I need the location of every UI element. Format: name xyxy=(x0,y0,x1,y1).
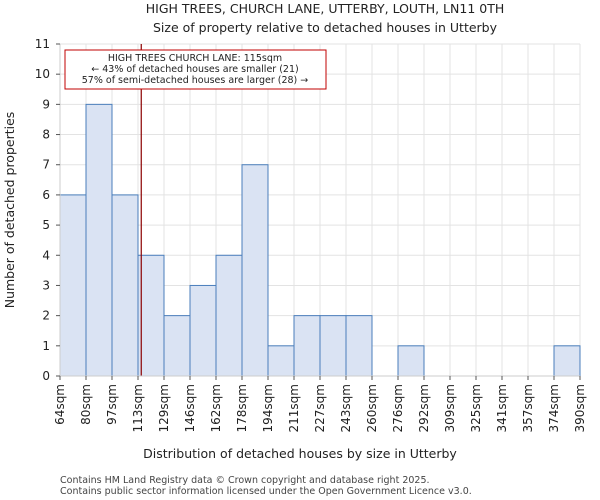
x-tick-label: 325sqm xyxy=(469,384,483,432)
histogram-bar xyxy=(267,345,295,377)
x-tick-label: 113sqm xyxy=(131,384,145,432)
x-tick-label: 292sqm xyxy=(417,384,431,432)
x-tick-label: 276sqm xyxy=(391,384,405,432)
histogram-bar xyxy=(59,194,87,377)
histogram-bar xyxy=(215,254,243,377)
x-tick-label: 64sqm xyxy=(53,384,67,425)
x-axis-ticks: 64sqm 80sqm 97sqm 113sqm 129sqm 146sqm 162sqm 1… xyxy=(53,376,587,432)
x-tick-label: 374sqm xyxy=(547,384,561,432)
x-tick-label: 227sqm xyxy=(313,384,327,432)
y-tick-label: 1 xyxy=(42,339,50,353)
y-tick-label: 10 xyxy=(35,67,50,81)
histogram-bar xyxy=(319,315,347,377)
x-tick-label: 178sqm xyxy=(235,384,249,432)
footer-line-2: Contains public sector information licen… xyxy=(60,486,472,497)
annotation-line-3: 57% of semi-detached houses are larger (… xyxy=(82,75,309,86)
chart-title: HIGH TREES, CHURCH LANE, UTTERBY, LOUTH,… xyxy=(146,1,505,16)
x-axis-label: Distribution of detached houses by size … xyxy=(143,446,457,461)
y-tick-label: 8 xyxy=(42,128,50,142)
y-tick-label: 6 xyxy=(42,188,50,202)
y-tick-label: 11 xyxy=(35,37,50,51)
x-tick-label: 309sqm xyxy=(443,384,457,432)
x-tick-label: 243sqm xyxy=(339,384,353,432)
y-tick-label: 7 xyxy=(42,158,50,172)
y-tick-label: 4 xyxy=(42,248,50,262)
footer-line-1: Contains HM Land Registry data © Crown c… xyxy=(60,475,430,486)
y-tick-label: 2 xyxy=(42,309,50,323)
x-tick-label: 211sqm xyxy=(287,384,301,432)
histogram-bar xyxy=(345,315,373,377)
histogram-bar xyxy=(189,284,217,377)
histogram-bar xyxy=(111,194,139,377)
x-tick-label: 390sqm xyxy=(573,384,587,432)
bars xyxy=(59,103,581,377)
x-tick-label: 341sqm xyxy=(495,384,509,432)
x-tick-label: 357sqm xyxy=(521,384,535,432)
y-tick-label: 0 xyxy=(42,369,50,383)
y-axis-label: Number of detached properties xyxy=(2,112,17,309)
histogram-bar xyxy=(137,254,165,377)
x-tick-label: 80sqm xyxy=(79,384,93,425)
y-tick-label: 5 xyxy=(42,218,50,232)
histogram-bar xyxy=(293,315,321,377)
x-tick-label: 194sqm xyxy=(261,384,275,432)
y-tick-label: 9 xyxy=(42,97,50,111)
annotation-box: HIGH TREES CHURCH LANE: 115sqm ← 43% of … xyxy=(64,49,327,90)
histogram-bar xyxy=(397,345,425,377)
histogram-bar xyxy=(553,345,581,377)
x-tick-label: 260sqm xyxy=(365,384,379,432)
annotation-border xyxy=(64,49,327,90)
annotation-line-2: ← 43% of detached houses are smaller (21… xyxy=(91,64,298,75)
histogram-bar xyxy=(163,315,191,377)
x-tick-label: 162sqm xyxy=(209,384,223,432)
histogram-bar xyxy=(85,103,113,377)
annotation-line-1: HIGH TREES CHURCH LANE: 115sqm xyxy=(108,53,282,64)
y-tick-label: 3 xyxy=(42,278,50,292)
x-tick-label: 146sqm xyxy=(183,384,197,432)
x-tick-label: 97sqm xyxy=(105,384,119,425)
histogram-bar xyxy=(241,164,269,377)
chart-subtitle: Size of property relative to detached ho… xyxy=(153,20,498,35)
y-axis-ticks: 0 1 2 3 4 5 6 7 8 9 10 11 xyxy=(35,37,60,383)
x-tick-label: 129sqm xyxy=(157,384,171,432)
